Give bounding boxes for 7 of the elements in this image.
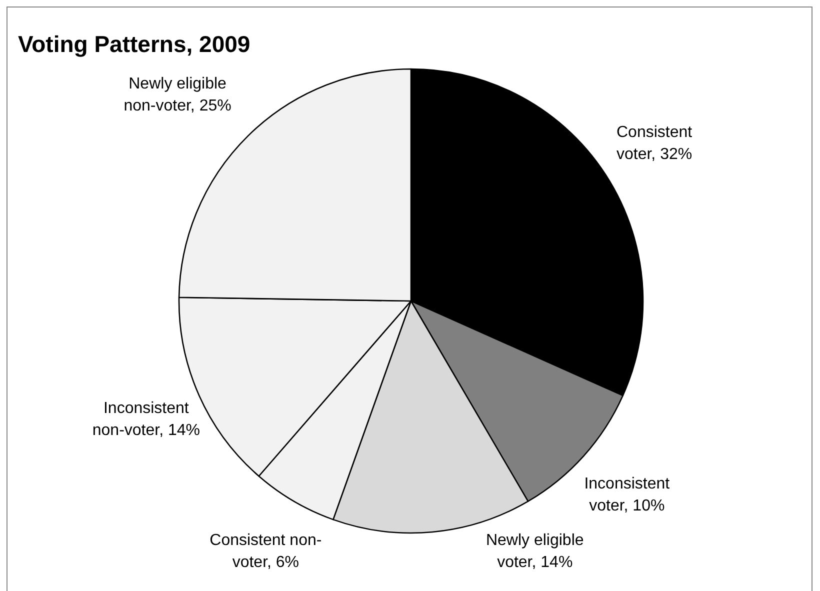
slice-label: Consistent non-voter, 6% xyxy=(210,532,322,571)
slice-label: Newly eligible voter, 14% xyxy=(486,532,584,571)
chart-title: Voting Patterns, 2009 xyxy=(18,31,250,57)
slice-label: Inconsistent voter, 10% xyxy=(584,476,670,515)
slice-label: Inconsistent non-voter, 14% xyxy=(92,400,200,440)
slice-label: Consistent voter, 32% xyxy=(616,124,693,164)
slice-label: Newly eligible non-voter, 25% xyxy=(124,75,232,114)
